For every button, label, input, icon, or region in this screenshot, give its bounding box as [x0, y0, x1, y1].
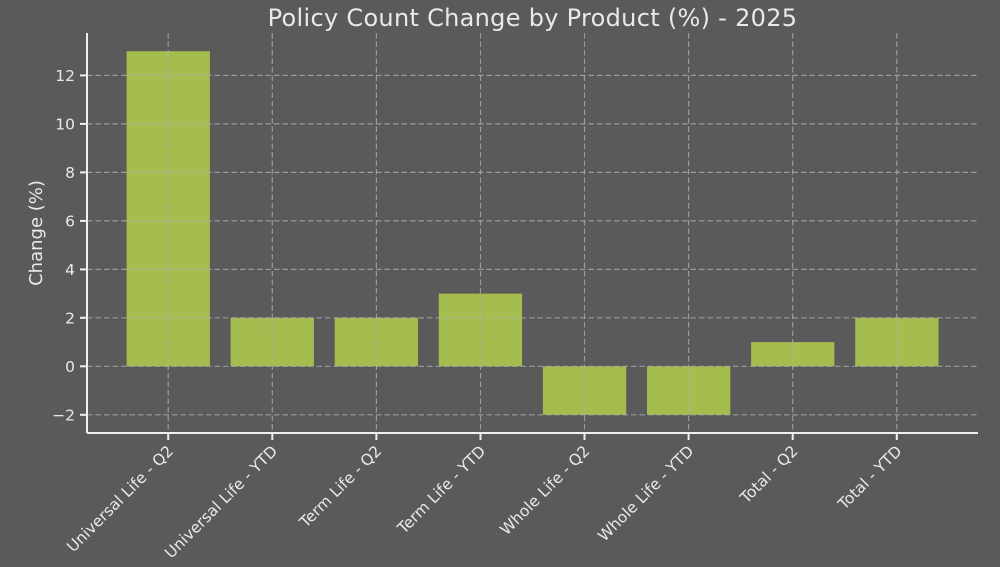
x-tick-label: Total - Q2 [736, 442, 802, 508]
y-tick-label: 10 [55, 115, 75, 133]
bar-7 [751, 342, 835, 367]
y-tick-label: 6 [65, 212, 75, 230]
y-tick-label: −2 [52, 406, 75, 424]
x-tick-label: Whole Life - Q2 [497, 442, 594, 539]
bar-4 [438, 293, 523, 367]
x-tick-label: Total - YTD [834, 442, 906, 514]
y-axis-label: Change (%) [26, 180, 47, 286]
chart-title: Policy Count Change by Product (%) - 202… [267, 4, 798, 32]
x-tick-label: Whole Life - YTD [594, 442, 697, 545]
y-tick-label: 8 [65, 164, 75, 182]
y-tick-label: 0 [65, 358, 75, 376]
bar-1 [126, 51, 210, 367]
x-tick-label: Term Life - YTD [393, 442, 489, 538]
x-tick-label: Universal Life - Q2 [63, 442, 177, 556]
x-tick-label: Universal Life - YTD [161, 442, 281, 562]
x-tick-label: Term Life - Q2 [295, 442, 385, 532]
y-tick-label: 2 [65, 309, 75, 327]
y-tick-label: 4 [65, 261, 75, 279]
y-tick-label: 12 [55, 67, 75, 85]
